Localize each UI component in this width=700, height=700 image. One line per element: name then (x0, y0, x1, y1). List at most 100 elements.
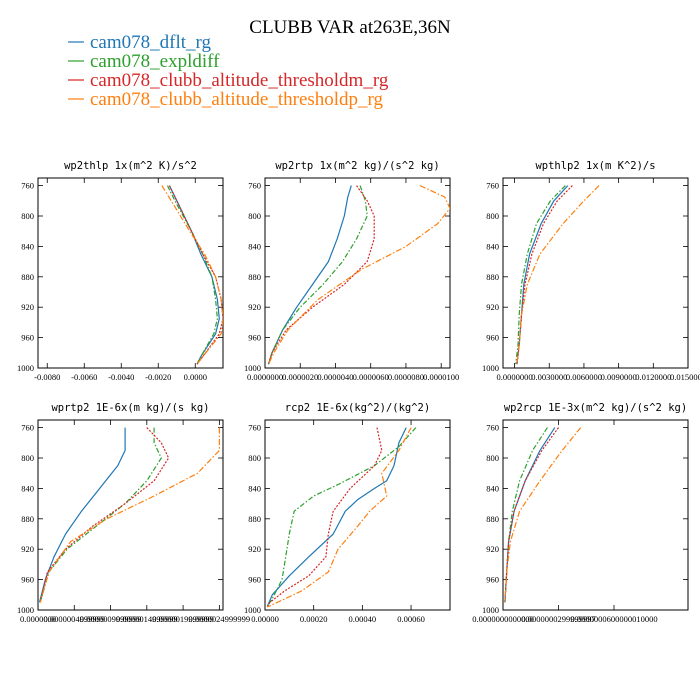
panel-1-ytick-label: 960 (248, 333, 261, 343)
panel-2-ytick-label: 1000 (482, 363, 499, 373)
panel-2-xtick-label: 0.0090000 (601, 372, 637, 382)
panel-title-4: rcp2 1E-6x(kg^2)/(kg^2) (285, 402, 430, 414)
panel-frame-1 (264, 177, 451, 369)
panel-3-ytick-label: 840 (21, 483, 34, 493)
panel-0-xtick-label: -0.0040 (108, 372, 134, 382)
panel-1-ytick-label: 760 (248, 181, 261, 191)
legend: cam078_dflt_rgcam078_expldiffcam078_club… (68, 32, 389, 110)
panel-0-ytick-label: 960 (21, 333, 34, 343)
panel-4-ytick-label: 880 (248, 514, 261, 524)
panel-3: wprtp2 1E-6x(m kg)/(s kg) 760 800 840 880 920… (17, 402, 250, 624)
panel-2-xtick-label: 0.0030000 (531, 372, 567, 382)
panel-0-ytick-label: 1000 (17, 363, 34, 373)
panel-2-xtick-label: 0.0120000 (635, 372, 671, 382)
panel-1: wp2rtp 1x(m^2 kg)/(s^2 kg) 760 800 840 880 92… (244, 160, 459, 382)
panel-5-xtick-label: 0.0000000299999997 (521, 614, 595, 624)
panel-3-xtick-label: 0.0000004999999 (43, 614, 105, 624)
legend-label-3: cam078_clubb_altitude_thresholdp_rg (90, 89, 384, 110)
panel-3-ytick-label: 880 (21, 514, 34, 524)
panel-4-series-0 (266, 427, 407, 607)
panel-2-series-3 (516, 185, 600, 365)
panel-3-series-1 (39, 427, 162, 603)
panel-1-xtick-label: 0.0000080 (388, 372, 424, 382)
panel-2: wpthlp2 1x(m K^2)/s 760 800 840 880 920 960 100… (482, 160, 700, 382)
panel-title-3: wprtp2 1E-6x(m kg)/(s kg) (51, 402, 209, 414)
panel-4-xtick-label: 0.00000 (251, 614, 279, 624)
panel-0-xtick-label: -0.0080 (34, 372, 60, 382)
panel-5-ytick-label: 880 (486, 514, 499, 524)
panel-frame-2 (502, 177, 689, 369)
panel-0-ytick-label: 760 (21, 181, 34, 191)
panel-title-2: wpthlp2 1x(m K^2)/s (535, 160, 655, 172)
panel-2-ytick-label: 920 (486, 302, 499, 312)
panel-4-ytick-label: 800 (248, 453, 261, 463)
panel-1-xtick-label: 0.0000060 (353, 372, 389, 382)
panel-0-ytick-label: 880 (21, 272, 34, 282)
panel-2-ytick-label: 800 (486, 211, 499, 221)
panel-4-ytick-label: 920 (248, 544, 261, 554)
panel-1-series-1 (267, 185, 368, 365)
panel-5-ytick-label: 800 (486, 453, 499, 463)
panel-2-series-1 (515, 185, 566, 365)
panel-frame-5 (502, 419, 689, 611)
panel-5-series-3 (504, 427, 582, 603)
panel-4-xtick-label: 0.00020 (300, 614, 328, 624)
panel-5: wp2rcp 1E-3x(m^2 kg)/(s^2 kg) 760 800 840 88… (472, 402, 689, 624)
panel-title-5: wp2rcp 1E-3x(m^2 kg)/(s^2 kg) (504, 402, 687, 414)
panel-1-xtick-label: 0.0000040 (317, 372, 353, 382)
panel-5-series-2 (504, 427, 559, 603)
panel-1-ytick-label: 880 (248, 272, 261, 282)
figure-title: CLUBB VAR at263E,36N (249, 17, 451, 38)
panel-3-series-0 (38, 427, 126, 603)
panels: wp2thlp 1x(m^2 K)/s^2 760 800 840 880 920 960 1… (17, 160, 700, 624)
panel-title-1: wp2rtp 1x(m^2 kg)/(s^2 kg) (275, 160, 439, 172)
panel-0-ytick-label: 800 (21, 211, 34, 221)
panel-2-xtick-label: 0.0150000 (670, 372, 700, 382)
panel-frame-0 (37, 177, 224, 369)
panel-1-xtick-label: 0.0000100 (423, 372, 459, 382)
panel-3-series-2 (39, 427, 170, 603)
panel-5-ytick-label: 960 (486, 575, 499, 585)
panel-0-series-1 (166, 185, 218, 365)
panel-3-xtick-label: 0.0000000 (20, 614, 56, 624)
panel-1-series-3 (267, 185, 450, 365)
panel-3-ytick-label: 920 (21, 544, 34, 554)
panel-2-xtick-label: 0.0000000 (497, 372, 533, 382)
panel-4-xtick-label: 0.00040 (349, 614, 377, 624)
panel-3-xtick-label: 0.0000009999999 (80, 614, 142, 624)
panel-2-xtick-label: 0.0060000 (566, 372, 602, 382)
panel-3-xtick-label: 0.0000024999999 (189, 614, 251, 624)
panel-0-series-0 (168, 185, 220, 365)
panel-5-series-1 (504, 427, 548, 603)
panel-frame-3 (37, 419, 224, 611)
panel-2-series-2 (516, 185, 573, 365)
panel-4-series-3 (267, 427, 412, 608)
legend-label-2: cam078_clubb_altitude_thresholdm_rg (90, 70, 389, 91)
panel-5-xtick-label: 0.0000000000000 (472, 614, 534, 624)
panel-3-xtick-label: 0.0000019999999 (152, 614, 214, 624)
panel-0-xtick-label: -0.0060 (71, 372, 97, 382)
panel-0-xtick-label: -0.0020 (145, 372, 171, 382)
panel-4-ytick-label: 760 (248, 423, 261, 433)
panel-4-series-1 (266, 427, 417, 607)
panel-frame-4 (264, 419, 451, 611)
panel-2-series-0 (516, 185, 569, 365)
panel-3-ytick-label: 960 (21, 575, 34, 585)
panel-3-ytick-label: 800 (21, 453, 34, 463)
panel-5-xtick-label: 0.0000000600000010000 (570, 614, 657, 624)
panel-4-ytick-label: 1000 (244, 605, 261, 615)
panel-0: wp2thlp 1x(m^2 K)/s^2 760 800 840 880 920 960 1… (17, 160, 224, 382)
panel-2-ytick-label: 880 (486, 272, 499, 282)
panel-0-xtick-label: 0.0000 (184, 372, 207, 382)
panel-0-ytick-label: 840 (21, 241, 34, 251)
panel-4-xtick-label: 0.00060 (397, 614, 425, 624)
panel-5-ytick-label: 760 (486, 423, 499, 433)
panel-1-ytick-label: 800 (248, 211, 261, 221)
panel-5-ytick-label: 1000 (482, 605, 499, 615)
panel-2-ytick-label: 960 (486, 333, 499, 343)
panel-2-ytick-label: 760 (486, 181, 499, 191)
panel-3-ytick-label: 1000 (17, 605, 34, 615)
legend-label-0: cam078_dflt_rg (90, 32, 212, 53)
panel-3-ytick-label: 760 (21, 423, 34, 433)
